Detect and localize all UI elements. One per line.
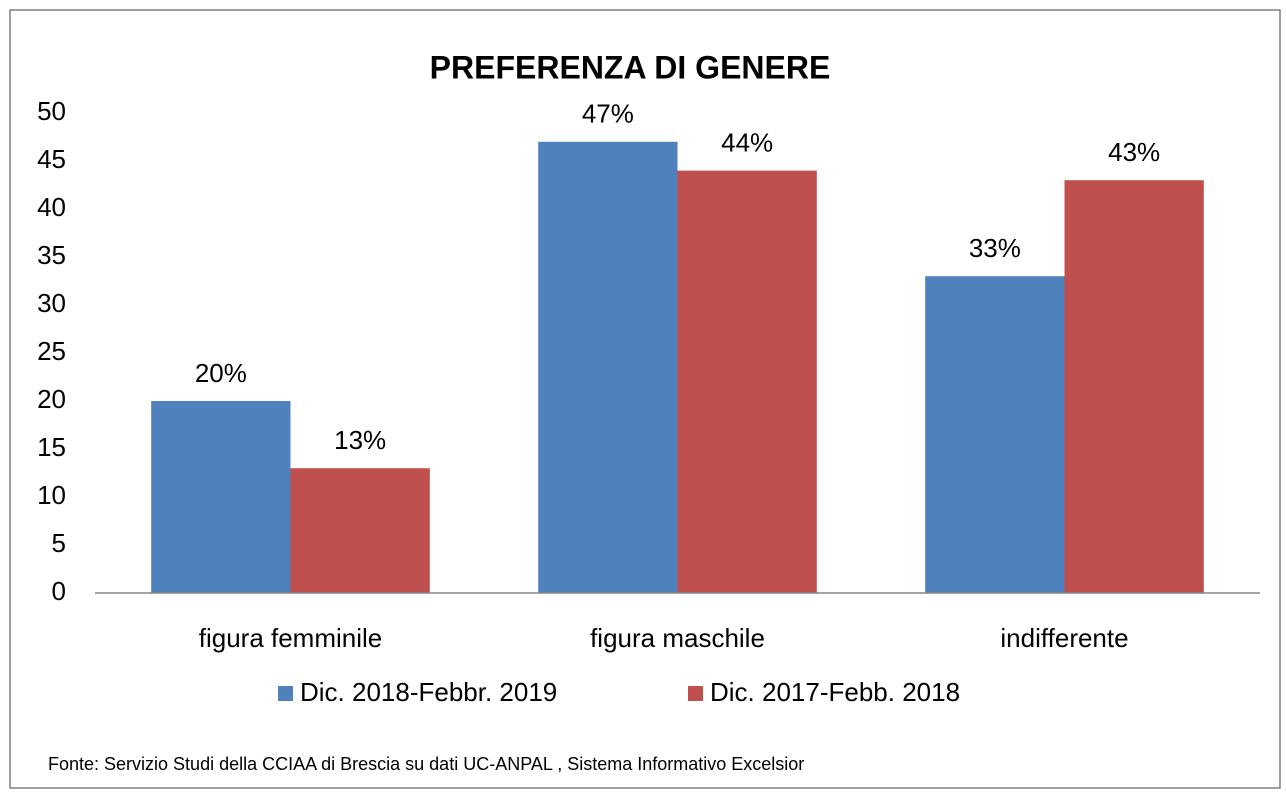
y-tick-label: 15 bbox=[37, 432, 66, 462]
y-tick-label: 10 bbox=[37, 480, 66, 510]
bar bbox=[538, 141, 678, 594]
data-label: 43% bbox=[1108, 137, 1160, 167]
data-label: 44% bbox=[721, 127, 773, 157]
y-tick-label: 35 bbox=[37, 240, 66, 270]
bar bbox=[151, 401, 291, 593]
x-tick-label: figura femminile bbox=[199, 623, 383, 653]
x-tick-label: indifferente bbox=[1000, 623, 1128, 653]
data-label: 47% bbox=[582, 99, 634, 129]
bar bbox=[290, 468, 430, 593]
y-tick-label: 25 bbox=[37, 336, 66, 366]
y-tick-label: 45 bbox=[37, 144, 66, 174]
bar bbox=[677, 170, 817, 593]
y-tick-label: 20 bbox=[37, 384, 66, 414]
y-tick-label: 50 bbox=[37, 96, 66, 126]
source-note: Fonte: Servizio Studi della CCIAA di Bre… bbox=[48, 754, 804, 774]
y-tick-label: 40 bbox=[37, 192, 66, 222]
data-label: 20% bbox=[195, 358, 247, 388]
legend-label: Dic. 2017-Febb. 2018 bbox=[710, 677, 960, 707]
legend-swatch bbox=[278, 686, 293, 701]
x-tick-label: figura maschile bbox=[590, 623, 765, 653]
y-tick-label: 30 bbox=[37, 288, 66, 318]
y-tick-label: 0 bbox=[52, 576, 66, 606]
data-label: 13% bbox=[334, 425, 386, 455]
chart-title: PREFERENZA DI GENERE bbox=[430, 49, 831, 85]
y-tick-label: 5 bbox=[52, 528, 66, 558]
data-label: 33% bbox=[969, 233, 1021, 263]
legend-swatch bbox=[688, 686, 703, 701]
bar bbox=[1064, 180, 1204, 593]
bar bbox=[925, 276, 1065, 593]
legend-label: Dic. 2018-Febbr. 2019 bbox=[300, 677, 557, 707]
